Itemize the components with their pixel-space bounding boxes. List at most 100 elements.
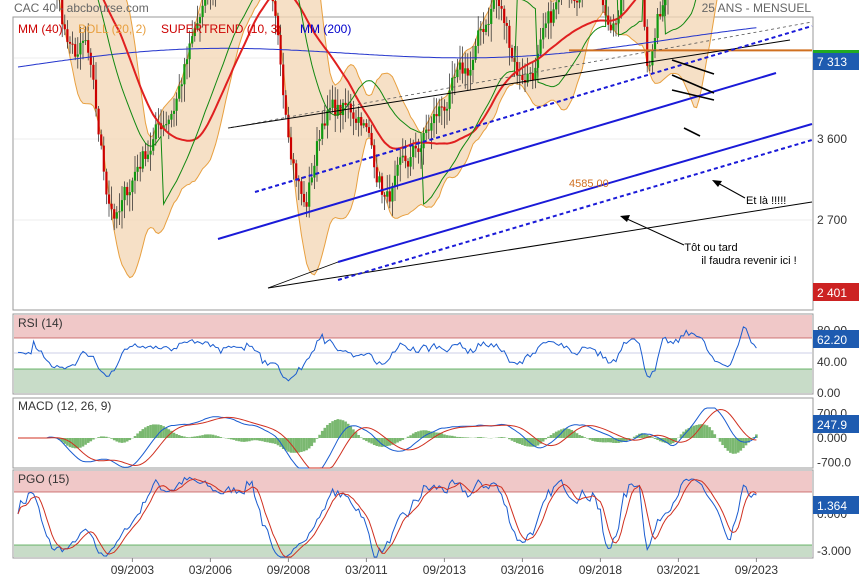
macd-histogram-bar	[627, 438, 631, 440]
candle-body	[305, 202, 308, 207]
x-tick-label: 03/2021	[657, 563, 701, 577]
candle-body	[435, 114, 438, 117]
candle-body	[477, 30, 480, 46]
macd-histogram-bar	[333, 420, 337, 438]
macd-histogram-bar	[149, 424, 152, 438]
macd-histogram-bar	[539, 438, 542, 444]
macd-histogram-bar	[170, 430, 173, 438]
candle-body	[508, 25, 511, 48]
candle-body	[401, 155, 404, 158]
macd-histogram-bar	[713, 434, 717, 438]
macd-histogram-bar	[578, 434, 581, 438]
macd-histogram-bar	[635, 435, 639, 438]
candle-body	[74, 44, 77, 57]
candle-body	[193, 28, 196, 37]
candle-body	[287, 114, 290, 138]
macd-histogram-bar	[664, 438, 667, 443]
macd-histogram-bar	[258, 438, 262, 441]
candle-body	[105, 171, 108, 195]
macd-histogram-bar	[513, 438, 516, 442]
macd-histogram-bar	[188, 437, 191, 438]
svg-text:1.364: 1.364	[817, 499, 847, 513]
candle-body	[659, 13, 662, 17]
candle-body	[302, 193, 306, 203]
candle-body	[643, 0, 646, 27]
svg-text:62.20: 62.20	[817, 333, 847, 347]
candle-body	[165, 124, 168, 126]
macd-histogram-bar	[341, 420, 345, 438]
macd-histogram-bar	[235, 438, 238, 441]
macd-histogram-bar	[549, 435, 553, 438]
macd-histogram-bar	[263, 438, 267, 442]
macd-histogram-bar	[359, 437, 363, 438]
macd-histogram-bar	[86, 438, 90, 443]
macd-histogram-bar	[242, 438, 246, 442]
candle-body	[531, 73, 534, 81]
annotation-text-1: Et là !!!!!	[746, 195, 786, 207]
x-tick-label: 09/2013	[423, 563, 467, 577]
candle-body	[487, 23, 490, 25]
macd-histogram-bar	[401, 438, 405, 440]
macd-histogram-bar	[172, 432, 176, 438]
macd-histogram-bar	[523, 438, 527, 446]
candle-body	[61, 0, 64, 25]
y-tick-label: 40.00	[817, 355, 847, 369]
macd-histogram-bar	[372, 438, 376, 446]
candle-body	[136, 166, 139, 172]
last-price-badge: 7 313	[813, 50, 859, 70]
candle-body	[204, 0, 207, 6]
candle-body	[107, 194, 111, 204]
candle-body	[97, 108, 100, 135]
macd-histogram-bar	[482, 437, 485, 438]
candle-body	[331, 99, 334, 108]
candle-body	[648, 65, 651, 67]
macd-histogram-bar	[105, 436, 108, 438]
chart-period: 25 ANS - MENSUEL	[702, 1, 812, 15]
macd-histogram-bar	[398, 438, 402, 442]
candle-body	[440, 106, 443, 108]
bollinger-upper	[125, 0, 555, 138]
bollinger-fill	[59, 0, 717, 278]
candle-body	[534, 67, 537, 81]
macd-histogram-bar	[515, 438, 519, 444]
macd-histogram-bar	[396, 438, 399, 443]
candle-body	[430, 123, 433, 131]
rsi-line	[17, 326, 757, 382]
macd-histogram-bar	[81, 438, 85, 447]
macd-badge: 247.9	[813, 415, 859, 433]
macd-histogram-bar	[289, 438, 293, 453]
mm200-line	[17, 27, 757, 68]
candle-body	[139, 166, 142, 169]
x-tick-label: 09/2008	[267, 563, 311, 577]
macd-histogram-bar	[697, 424, 701, 438]
macd-histogram-bar	[310, 438, 314, 447]
candle-body	[100, 134, 103, 146]
candle-body	[419, 148, 423, 152]
candle-body	[126, 186, 129, 196]
macd-histogram-bar	[557, 430, 561, 438]
candle-body	[404, 155, 407, 162]
macd-histogram-bar	[502, 437, 506, 438]
macd-histogram-bar	[240, 438, 243, 442]
macd-histogram-bar	[674, 438, 678, 441]
macd-histogram-bar	[63, 438, 67, 444]
candle-body	[66, 29, 69, 42]
candle-body	[604, 5, 607, 16]
candle-body	[313, 165, 316, 178]
macd-histogram-bar	[596, 438, 600, 442]
pgo-line-path	[17, 476, 757, 558]
candle-body	[102, 145, 105, 172]
macd-histogram-bar	[552, 433, 555, 438]
candle-body	[133, 171, 137, 181]
candle-body	[614, 23, 618, 25]
candle-body	[388, 191, 391, 202]
candle-body	[505, 23, 508, 26]
macd-histogram-bar	[534, 438, 537, 447]
candle-body	[167, 119, 170, 125]
macd-histogram-bar	[411, 433, 415, 438]
annotation-text-2a: Tôt ou tard	[684, 242, 737, 254]
fan-line-0	[671, 59, 715, 75]
candle-body	[373, 145, 376, 168]
macd-histogram-bar	[430, 431, 433, 438]
